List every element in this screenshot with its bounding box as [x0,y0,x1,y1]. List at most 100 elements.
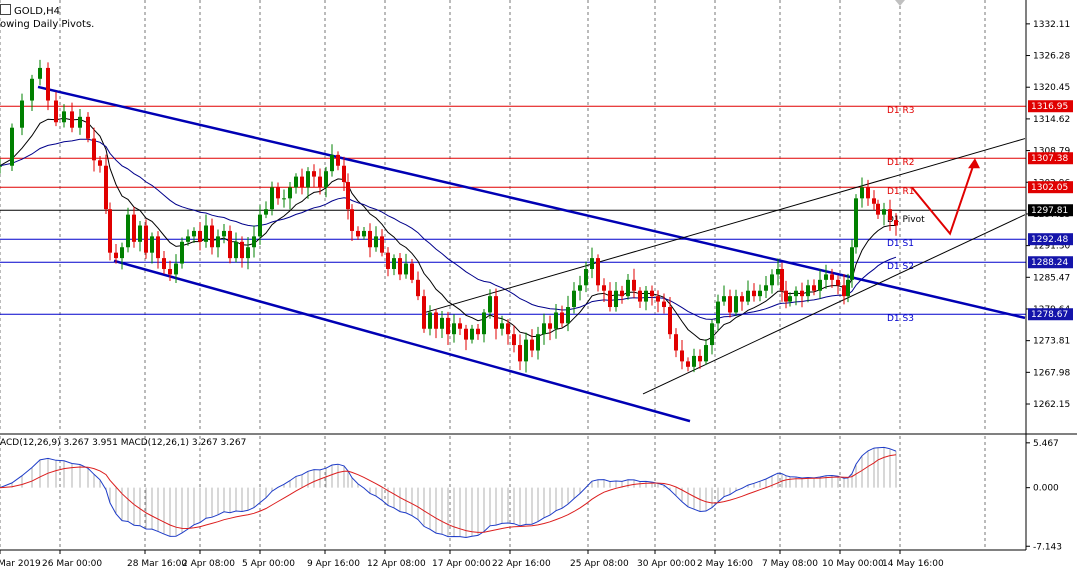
candle-body [698,355,702,362]
lower-channel-line [113,259,691,423]
candle-body [818,279,822,291]
time-tick-label: Mar 2019 [0,559,41,569]
candle-body [294,176,298,188]
candle-body [132,214,136,242]
candle-body [596,258,600,286]
ma-fast-line [0,117,896,341]
price-box-label: 1278.67 [1031,310,1068,320]
candle-body [734,296,738,313]
window-icon[interactable] [0,4,11,15]
candle-body [78,116,82,128]
candle-body [458,323,462,329]
candle-body [374,236,378,248]
candle-body [156,236,160,259]
candle-body [650,290,654,297]
candle-body [282,198,286,200]
candle-body [150,236,154,253]
candle-body [54,100,58,123]
candle-body [216,236,220,248]
candle-body [380,236,384,253]
symbol-label: GOLD,H4 [14,6,60,17]
candle-body [518,345,522,362]
price-box [1028,181,1073,194]
candle-body [330,154,334,172]
candle-body [854,198,858,248]
time-tick-label: 7 May 08:00 [762,559,818,569]
price-tick-label: 1273.81 [1033,337,1070,347]
candle-body [324,171,328,188]
candle-body [668,307,672,335]
candle-body [584,268,588,286]
candle-body [620,290,624,297]
candle-body [346,182,350,210]
candle-body [704,345,708,362]
candle-body [138,225,142,242]
candle-body [452,323,456,335]
candle-body [608,290,612,308]
shift-marker-icon [895,0,905,6]
pivot-name-label: D1 Pivot [887,215,925,225]
candle-body [780,268,784,291]
candle-body [806,285,810,297]
candle-body [476,328,480,335]
candle-body [722,296,726,302]
candle-body [180,241,184,264]
candle-body [846,279,850,297]
candle-body [542,323,546,335]
time-tick-label: 10 May 00:00 [822,559,884,569]
candle-body [434,312,438,329]
candle-body [784,290,788,302]
candle-body [764,285,768,291]
candle-body [356,230,360,237]
price-box [1028,233,1073,246]
time-tick-label: 12 Apr 08:00 [367,559,426,569]
candle-body [662,301,666,308]
candle-body [566,307,570,324]
candle-body [770,274,774,286]
candle-body [312,171,316,177]
upper-channel-line [37,85,1026,320]
moving-averages [0,117,897,341]
candle-body [186,236,190,242]
macd-signal-line [0,454,897,533]
price-tick-label: 1285.47 [1033,273,1070,283]
candle-body [404,263,408,275]
price-tick-label: 1326.28 [1033,52,1070,62]
candle-body [872,198,876,204]
candle-body [728,296,732,313]
candle-body [888,209,892,221]
candle-body [758,290,762,297]
candle-body [386,252,390,269]
time-tick-label: 22 Apr 16:00 [492,559,551,569]
pivot-name-label: D1 R2 [887,158,915,168]
macd-tick-label: 5.467 [1033,439,1059,449]
time-tick-label: 5 Apr 00:00 [242,559,295,569]
candle-body [30,78,34,101]
candle-body [300,176,304,188]
candle-body [860,187,864,199]
candle-body [882,209,886,215]
candle-body [578,285,582,291]
price-box-label: 1288.24 [1031,258,1068,268]
candle-body [204,225,208,242]
price-tick-label: 1291.30 [1033,242,1070,252]
candle-body [168,268,172,275]
pivot-name-label: D1 S3 [887,314,914,324]
candle-body [716,301,720,324]
candle-body [104,165,108,210]
candle-body [318,176,322,188]
candle-body [560,312,564,324]
time-tick-label: 30 Apr 00:00 [637,559,696,569]
candle-body [392,258,396,269]
macd-tick-label: 0.000 [1033,484,1059,494]
candle-body [46,67,50,101]
candle-body [894,220,898,226]
trend-lines [37,85,1026,423]
candle-body [674,334,678,351]
pivot-name-label: D1 S1 [887,239,914,249]
candle-body [240,241,244,259]
rising-upper-line [424,138,1026,313]
price-tick-label: 1320.45 [1033,83,1070,93]
